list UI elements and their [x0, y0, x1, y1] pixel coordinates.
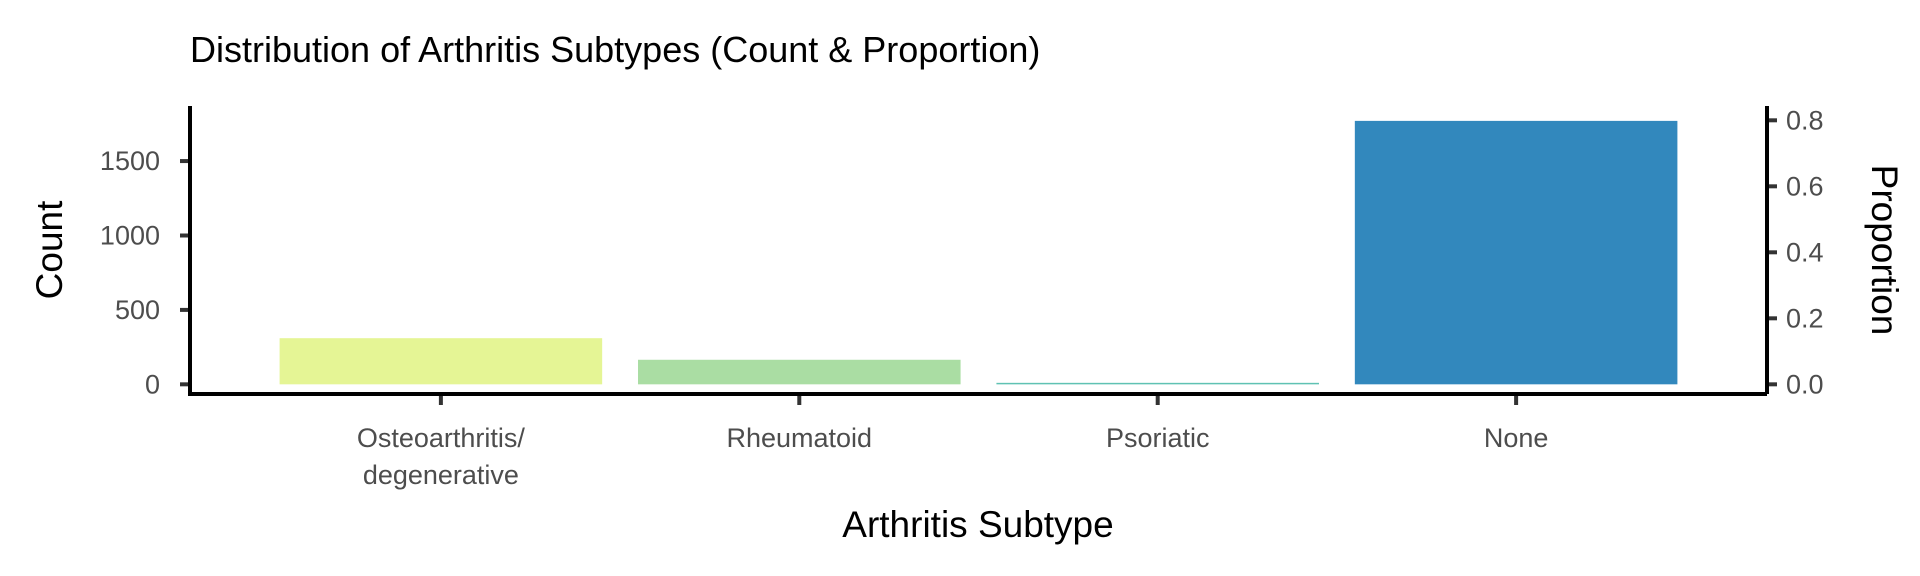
y2-tick-label: 0.6: [1786, 171, 1824, 201]
x-tick-label: Osteoarthritis/degenerative: [357, 423, 526, 490]
x-axis-ticks: Osteoarthritis/degenerative Rheumatoid Pso…: [357, 394, 1549, 490]
chart-title: Distribution of Arthritis Subtypes (Coun…: [190, 29, 1040, 70]
bar: [996, 382, 1319, 385]
y2-tick-label: 0.0: [1786, 369, 1824, 399]
bar: [279, 338, 603, 385]
x-tick-label: Rheumatoid: [726, 423, 872, 453]
y2-tick-label: 0.8: [1786, 105, 1824, 135]
x-axis-title: Arthritis Subtype: [842, 504, 1113, 545]
y2-axis-title: Proportion: [1864, 165, 1905, 336]
bar: [1354, 120, 1678, 385]
right-axis-ticks: 0.0 0.2 0.4 0.6 0.8: [1767, 105, 1824, 399]
y-axis-title: Count: [29, 200, 70, 299]
left-axis-ticks: 0 500 1000 1500: [100, 146, 190, 399]
x-tick-label: None: [1484, 423, 1549, 453]
y-tick-label: 0: [145, 369, 160, 399]
y2-tick-label: 0.2: [1786, 303, 1824, 333]
bar: [638, 359, 961, 385]
y-tick-label: 500: [115, 295, 160, 325]
y-tick-label: 1000: [100, 220, 160, 250]
left-y-axis-line: [188, 106, 1767, 396]
y2-tick-label: 0.4: [1786, 237, 1824, 267]
bars-group: [279, 120, 1678, 385]
y-tick-label: 1500: [100, 146, 160, 176]
x-tick-label: Psoriatic: [1106, 423, 1210, 453]
